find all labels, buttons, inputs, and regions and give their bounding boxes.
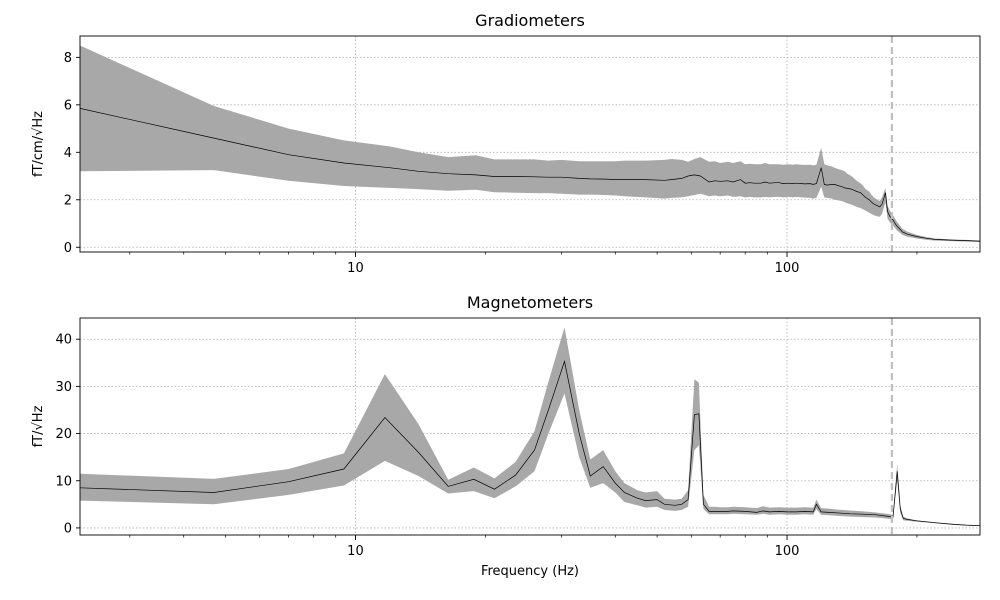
x-tick-label: 10 (347, 544, 364, 559)
plot-frame (79, 35, 981, 253)
y-tick-label: 8 (64, 51, 72, 66)
y-tick-label: 4 (64, 146, 72, 161)
panel-1: 0 10 20 30 40 10 100 Magnetometers fT/√Hz Frequen… (31, 293, 981, 579)
mean-line (80, 108, 980, 242)
chart-title: Magnetometers (467, 293, 593, 312)
x-tick-label: 100 (775, 261, 800, 276)
plot-frame (79, 317, 981, 536)
x-axis-label: Frequency (Hz) (481, 564, 579, 579)
y-tick-label: 6 (64, 98, 72, 113)
y-tick-label: 0 (64, 521, 72, 536)
panel-0: 0 2 4 6 8 10 100 Gradiometers fT/cm/√Hz (31, 11, 981, 276)
mean-line (80, 360, 980, 526)
x-tick-label: 10 (347, 261, 364, 276)
y-tick-label: 2 (64, 193, 72, 208)
y-axis-label: fT/cm/√Hz (31, 111, 46, 177)
std-band (80, 45, 980, 242)
y-tick-label: 30 (55, 380, 72, 395)
std-band (80, 327, 980, 526)
y-tick-label: 0 (64, 241, 72, 256)
y-tick-label: 20 (55, 427, 72, 442)
x-tick-label: 100 (775, 544, 800, 559)
y-tick-label: 40 (55, 333, 72, 348)
y-tick-label: 10 (55, 474, 72, 489)
chart-title: Gradiometers (475, 11, 585, 30)
y-axis-label: fT/√Hz (31, 405, 46, 447)
